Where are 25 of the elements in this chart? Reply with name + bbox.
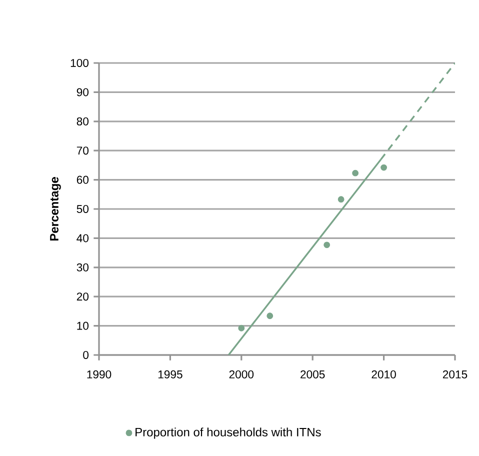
point xyxy=(338,196,344,203)
y-tick-label: 50 xyxy=(76,204,89,213)
x-tick-label: 2005 xyxy=(300,370,325,378)
x-tick-label: 1990 xyxy=(87,370,112,378)
x-tick-label: 2000 xyxy=(229,370,254,378)
point xyxy=(380,164,387,171)
y-tick-label: 90 xyxy=(76,88,89,96)
x-tick-label: 2015 xyxy=(442,370,468,378)
y-tick-label: 10 xyxy=(77,322,89,330)
y-tick-label: 30 xyxy=(76,263,89,272)
y-tick-label: 0 xyxy=(83,350,89,359)
y-tick-label: 70 xyxy=(76,146,89,155)
legend-label: Proportion of households with ITNs xyxy=(136,428,321,439)
y-tick-label: 60 xyxy=(76,176,89,184)
point xyxy=(266,312,274,320)
x-tick-label: 2010 xyxy=(372,370,396,378)
point xyxy=(324,242,330,248)
point xyxy=(352,170,359,176)
y-axis-title: Percentage xyxy=(50,177,61,241)
y-tick-label: 80 xyxy=(76,117,89,126)
y-tick-label: 40 xyxy=(76,234,89,242)
point xyxy=(238,324,245,332)
y-tick-label: 20 xyxy=(76,292,89,301)
x-tick-label: 1995 xyxy=(158,370,182,378)
y-tick-label: 100 xyxy=(70,58,89,67)
